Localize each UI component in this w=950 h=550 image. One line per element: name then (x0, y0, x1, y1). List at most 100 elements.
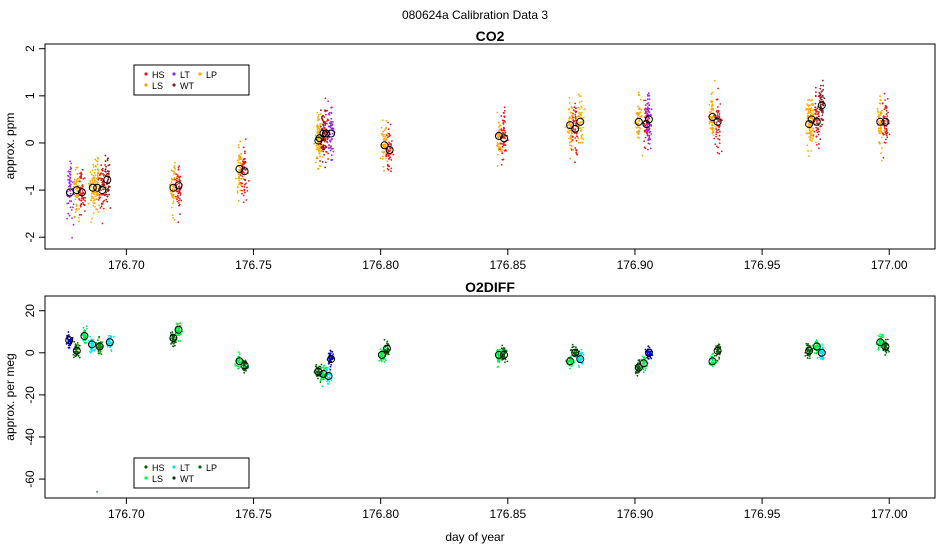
data-point (818, 147, 820, 150)
data-point (331, 124, 334, 127)
data-point (496, 142, 499, 145)
data-point (179, 213, 181, 216)
data-point (718, 126, 720, 129)
data-point (68, 200, 71, 202)
data-point (381, 134, 384, 136)
data-point (582, 126, 584, 129)
data-point (880, 336, 883, 339)
data-point (650, 125, 652, 127)
data-point (649, 352, 651, 355)
data-point (177, 190, 180, 193)
data-point (179, 194, 182, 196)
legend-marker (172, 83, 176, 87)
data-point (814, 86, 817, 89)
data-point (569, 123, 572, 126)
data-point (711, 100, 714, 103)
data-point (812, 127, 815, 130)
data-point (316, 111, 319, 114)
data-point (644, 112, 647, 115)
data-point (104, 193, 107, 196)
data-point (175, 341, 177, 344)
data-point (812, 138, 814, 140)
data-point (325, 113, 327, 116)
mean-marker (380, 141, 389, 150)
data-point (575, 117, 578, 119)
data-point (880, 342, 883, 345)
data-point (180, 332, 182, 335)
data-point (572, 112, 574, 115)
data-point (815, 141, 817, 144)
data-point (638, 130, 641, 133)
mean-marker (876, 117, 885, 126)
data-point (717, 137, 719, 140)
data-point (807, 344, 810, 347)
data-point (178, 191, 181, 194)
data-point (566, 130, 569, 133)
legend-marker (144, 72, 148, 76)
mean-marker (639, 359, 648, 368)
data-point (879, 333, 881, 336)
data-point (96, 339, 99, 341)
data-point (816, 119, 818, 121)
data-point (503, 106, 506, 109)
data-point (108, 340, 111, 342)
data-point (579, 358, 581, 361)
data-point (814, 347, 817, 350)
data-point (718, 356, 720, 359)
data-point (821, 119, 824, 122)
data-point (818, 108, 821, 111)
data-point (321, 127, 324, 130)
data-point (817, 111, 820, 113)
data-point (815, 352, 818, 355)
data-point (386, 132, 389, 135)
mean-marker (169, 183, 178, 192)
data-point (326, 366, 329, 369)
mean-marker (98, 186, 107, 195)
data-point (316, 168, 319, 171)
data-point (177, 221, 180, 224)
data-point (386, 160, 389, 163)
data-point (317, 113, 320, 116)
data-point (70, 162, 73, 165)
legend-marker (144, 465, 148, 469)
data-point (100, 205, 103, 208)
data-point (643, 99, 645, 102)
x-tick-label: 176.90 (617, 258, 654, 272)
data-point (330, 112, 333, 114)
data-point (572, 149, 575, 151)
data-point (324, 124, 326, 126)
data-point (244, 150, 246, 153)
data-point (578, 352, 581, 355)
data-point (79, 192, 82, 195)
data-point (236, 365, 239, 367)
data-point (646, 350, 649, 353)
data-point (71, 236, 73, 239)
data-point (68, 214, 71, 217)
data-point (647, 116, 650, 119)
data-point (244, 191, 246, 194)
data-point (579, 129, 582, 132)
data-point (75, 348, 77, 351)
x-tick-label: 176.70 (108, 507, 145, 521)
data-point (575, 151, 578, 154)
data-point (99, 344, 101, 347)
data-point (715, 348, 717, 351)
data-point (718, 120, 721, 123)
data-point (99, 172, 102, 175)
mean-marker (708, 357, 717, 366)
legend-marker (144, 83, 148, 87)
mean-marker (634, 363, 643, 372)
data-point (93, 165, 95, 168)
data-point (237, 161, 240, 164)
data-point (318, 137, 320, 140)
data-point (877, 347, 880, 349)
data-point (498, 348, 501, 351)
data-point (319, 124, 321, 126)
data-point (641, 362, 643, 365)
data-point (574, 102, 577, 105)
data-point (173, 218, 176, 221)
data-point (108, 343, 111, 345)
data-point (582, 116, 585, 119)
data-point (880, 152, 882, 155)
